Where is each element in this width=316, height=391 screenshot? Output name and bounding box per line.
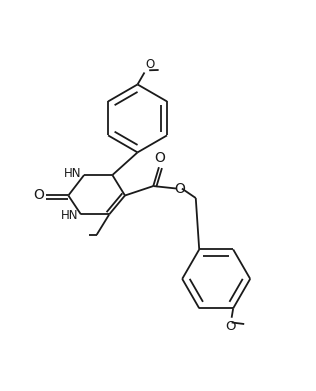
Text: O: O (174, 181, 185, 196)
Text: HN: HN (64, 167, 82, 179)
Text: O: O (33, 188, 44, 203)
Text: O: O (155, 151, 165, 165)
Text: HN: HN (61, 209, 78, 222)
Text: O: O (226, 320, 236, 333)
Text: O: O (145, 58, 155, 71)
